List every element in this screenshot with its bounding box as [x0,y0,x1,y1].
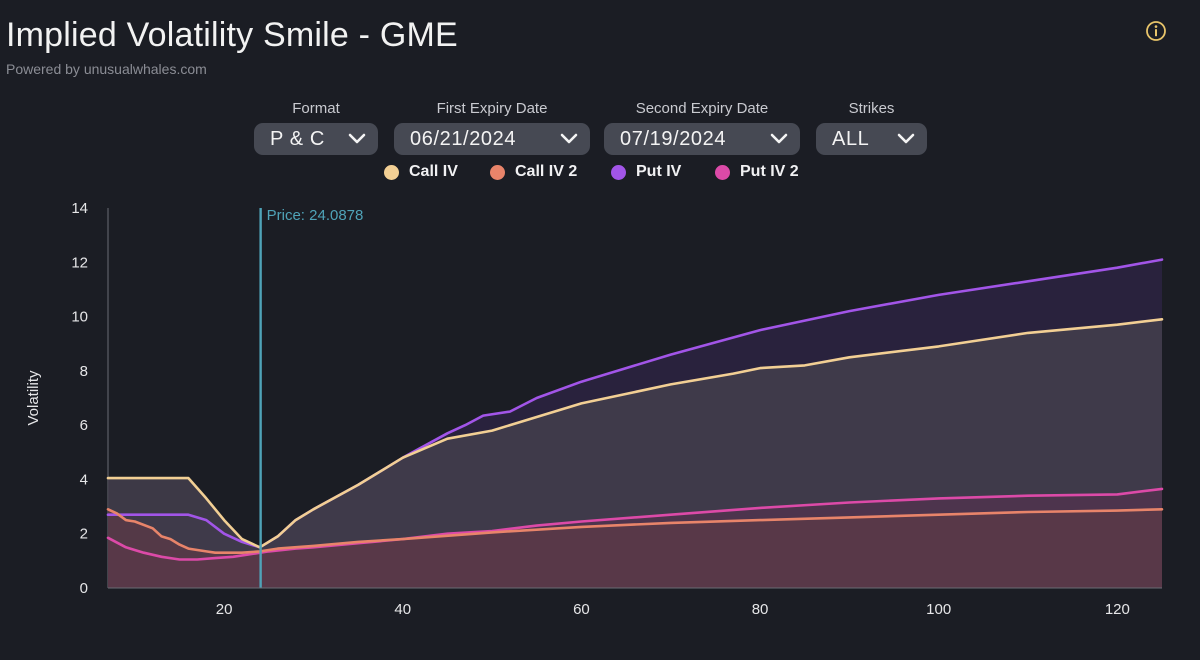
legend-item-call-iv-2[interactable]: Call IV 2 [490,163,577,181]
y-tick-label: 6 [80,417,88,434]
format-control: Format P & C [254,100,378,155]
y-tick-label: 14 [71,200,88,217]
page-subtitle: Powered by unusualwhales.com [6,61,207,77]
call-iv-line [106,318,1164,549]
legend-label: Call IV [409,163,458,180]
price-label: Price: 24.0878 [267,207,364,224]
y-tick-label: 0 [80,580,88,597]
y-tick-label: 8 [80,363,88,380]
chevron-down-icon [560,133,578,144]
call-iv-2-line [106,508,1164,554]
y-tick-label: 12 [71,254,88,271]
chevron-down-icon [897,133,915,144]
chevron-down-icon [348,133,366,144]
first-expiry-control: First Expiry Date 06/21/2024 [394,100,590,155]
second-expiry-label: Second Expiry Date [635,100,769,117]
strikes-label: Strikes [848,100,895,117]
legend-swatch [490,164,505,180]
second-expiry-select[interactable]: 07/19/2024 [604,123,800,155]
series-areas [108,259,1162,588]
price-marker: Price: 24.0878 [259,207,364,588]
strikes-select[interactable]: ALL [816,123,927,155]
x-tick-label: 20 [216,601,233,618]
page-title: Implied Volatility Smile - GME [6,16,458,54]
legend-swatch [384,164,399,180]
legend-item-put-iv-2[interactable]: Put IV 2 [715,163,799,181]
x-tick-label: 120 [1105,601,1130,618]
legend-label: Put IV 2 [740,163,799,180]
x-tick-label: 100 [926,601,951,618]
legend-swatch [715,164,730,180]
y-tick-label: 4 [80,471,88,488]
x-tick-label: 60 [573,601,590,618]
legend-swatch [611,164,626,180]
iv-smile-chart: 0 2 4 6 8 10 12 14 Price: 24.0878 20 40 60 80 100 12… [25,200,1164,618]
format-label: Format [292,100,340,117]
legend-item-call-iv[interactable]: Call IV [384,163,458,181]
x-axis-ticks: 20 40 60 80 100 120 [108,587,1162,618]
put-iv-line [106,258,1164,549]
legend-label: Put IV [636,163,682,180]
y-axis-label: Volatility [25,370,42,426]
second-expiry-control: Second Expiry Date 07/19/2024 [604,100,800,155]
strikes-control: Strikes ALL [816,100,927,155]
legend-label: Call IV 2 [515,163,578,180]
info-icon[interactable] [1145,20,1167,42]
first-expiry-label: First Expiry Date [436,100,548,117]
format-value: P & C [270,127,325,150]
y-tick-label: 2 [80,526,88,543]
series-lines [106,258,1164,561]
call-iv-2-area [108,509,1162,588]
x-tick-label: 40 [394,601,411,618]
strikes-value: ALL [832,127,870,150]
first-expiry-select[interactable]: 06/21/2024 [394,123,590,155]
x-tick-label: 80 [752,601,769,618]
y-tick-label: 10 [71,309,88,326]
first-expiry-value: 06/21/2024 [410,127,517,150]
controls-bar: Format P & C First Expiry Date 06/21/202… [0,100,1200,160]
chart-legend: Call IV Call IV 2 Put IV Put IV 2 [0,163,1200,185]
second-expiry-value: 07/19/2024 [620,127,727,150]
format-select[interactable]: P & C [254,123,378,155]
chevron-down-icon [770,133,788,144]
y-axis-ticks: 0 2 4 6 8 10 12 14 [71,200,109,597]
legend-item-put-iv[interactable]: Put IV [611,163,681,181]
